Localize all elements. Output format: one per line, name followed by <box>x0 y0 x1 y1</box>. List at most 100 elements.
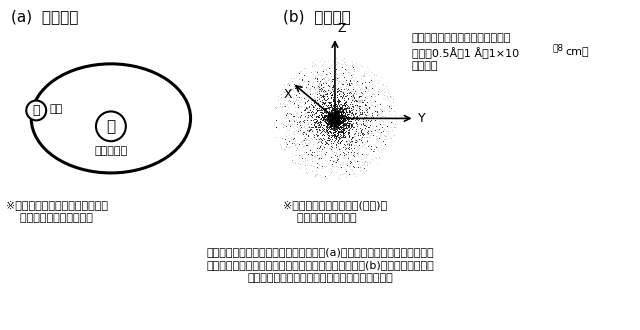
Point <box>330 111 340 116</box>
Point <box>364 129 374 134</box>
Point <box>362 91 372 96</box>
Point <box>330 116 340 121</box>
Point <box>328 118 339 124</box>
Point <box>355 87 365 93</box>
Point <box>378 95 388 100</box>
Point <box>354 98 364 103</box>
Point <box>328 118 339 123</box>
Point <box>335 114 346 119</box>
Point <box>334 115 344 121</box>
Point <box>301 130 311 136</box>
Point <box>324 115 335 120</box>
Point <box>367 110 377 116</box>
Point <box>337 129 348 134</box>
Point <box>326 57 337 63</box>
Point <box>330 119 340 124</box>
Point <box>348 92 358 98</box>
Point <box>335 139 346 144</box>
Point <box>279 142 289 147</box>
Point <box>381 84 391 89</box>
Point <box>340 122 350 128</box>
Point <box>301 105 311 110</box>
Point <box>330 115 340 120</box>
Point <box>314 127 324 133</box>
Point <box>375 131 385 137</box>
Point <box>320 140 330 145</box>
Point <box>346 88 356 93</box>
Point <box>316 152 326 157</box>
Point <box>311 111 321 116</box>
Point <box>334 112 344 117</box>
Point <box>362 115 372 121</box>
Point <box>330 103 340 109</box>
Point <box>296 77 307 82</box>
Point <box>330 115 340 121</box>
Point <box>328 83 338 88</box>
Point <box>328 124 339 129</box>
Point <box>304 79 314 84</box>
Point <box>330 116 340 121</box>
Point <box>339 91 349 96</box>
Point <box>333 99 344 104</box>
Point <box>328 87 338 93</box>
Point <box>389 123 399 129</box>
Point <box>346 124 356 129</box>
Point <box>335 80 345 85</box>
Point <box>329 123 339 128</box>
Point <box>337 154 347 159</box>
Point <box>344 115 355 120</box>
Point <box>316 138 326 144</box>
Point <box>339 131 349 136</box>
Point <box>318 92 328 97</box>
Point <box>292 124 303 130</box>
Point <box>329 123 339 128</box>
Point <box>330 111 340 116</box>
Point <box>328 114 338 119</box>
Point <box>331 120 341 126</box>
Point <box>387 115 397 121</box>
Point <box>357 144 367 149</box>
Point <box>332 120 342 125</box>
Point <box>303 132 313 138</box>
Point <box>285 99 295 104</box>
Point <box>342 122 353 128</box>
Point <box>289 91 300 96</box>
Point <box>314 127 324 132</box>
Point <box>367 91 377 96</box>
Point <box>323 116 333 121</box>
Point <box>342 130 353 135</box>
Point <box>332 128 342 133</box>
Point <box>333 111 344 116</box>
Point <box>339 114 349 119</box>
Point <box>312 68 322 73</box>
Point <box>325 118 335 124</box>
Point <box>330 116 340 121</box>
Point <box>328 116 339 122</box>
Point <box>326 101 336 107</box>
Point <box>307 136 317 141</box>
Point <box>326 117 336 122</box>
Point <box>316 115 326 121</box>
Point <box>320 116 330 121</box>
Point <box>329 109 339 114</box>
Point <box>342 140 352 146</box>
Point <box>331 124 341 130</box>
Point <box>330 116 340 121</box>
Point <box>312 108 322 113</box>
Point <box>323 86 333 92</box>
Point <box>330 116 340 121</box>
Point <box>326 113 336 118</box>
Point <box>351 103 362 108</box>
Point <box>296 112 306 117</box>
Point <box>347 121 357 127</box>
Point <box>315 155 325 160</box>
Point <box>328 115 338 120</box>
Point <box>375 106 385 111</box>
Point <box>333 130 343 136</box>
Point <box>330 114 340 119</box>
Point <box>317 115 327 120</box>
Text: cm）: cm） <box>565 47 589 57</box>
Point <box>337 122 347 128</box>
Point <box>340 166 350 171</box>
Point <box>364 128 374 134</box>
